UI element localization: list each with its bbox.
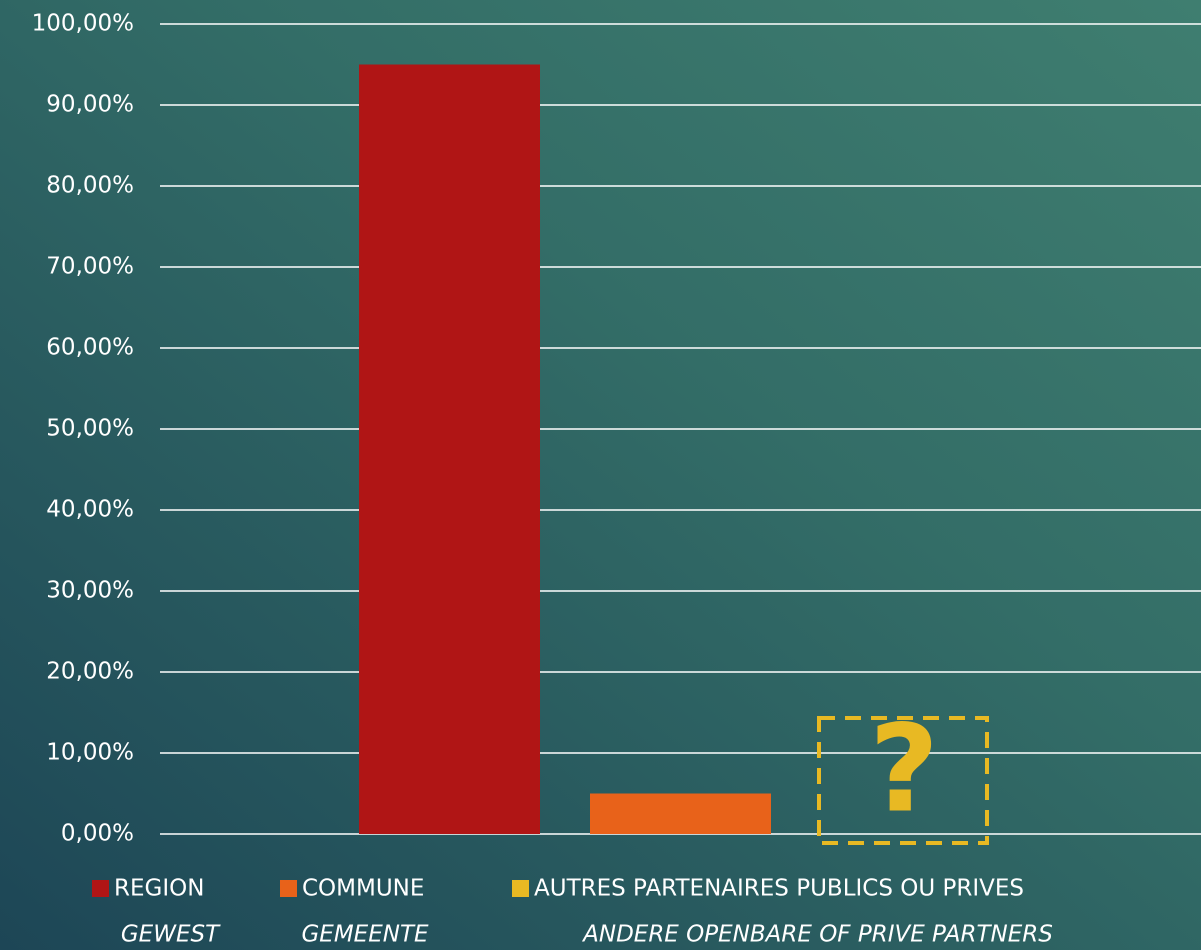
y-tick-label: 80,00% [46,173,134,199]
y-tick-label: 30,00% [46,578,134,604]
bar [590,793,771,834]
y-tick-label: 100,00% [32,11,134,37]
legend-label: COMMUNE [302,876,424,902]
annotation: ? [869,701,939,840]
legend-swatch [92,880,109,897]
y-tick-label: 0,00% [61,821,134,847]
legend-label: AUTRES PARTENAIRES PUBLICS OU PRIVES [534,876,1024,902]
legend-sublabel: GEWEST [121,922,221,948]
legend-swatch [280,880,297,897]
bar [359,64,540,834]
y-tick-label: 20,00% [46,659,134,685]
legend-sublabel: ANDERE OPENBARE OF PRIVE PARTNERS [581,922,1053,948]
y-tick-label: 40,00% [46,497,134,523]
y-tick-label: 60,00% [46,335,134,361]
y-tick-label: 50,00% [46,416,134,442]
legend-swatch [512,880,529,897]
legend-sublabel: GEMEENTE [301,922,429,948]
y-tick-label: 90,00% [46,92,134,118]
y-tick-label: 70,00% [46,254,134,280]
unknown-box [817,716,989,845]
y-tick-label: 10,00% [46,740,134,766]
legend-label: REGION [114,876,204,902]
